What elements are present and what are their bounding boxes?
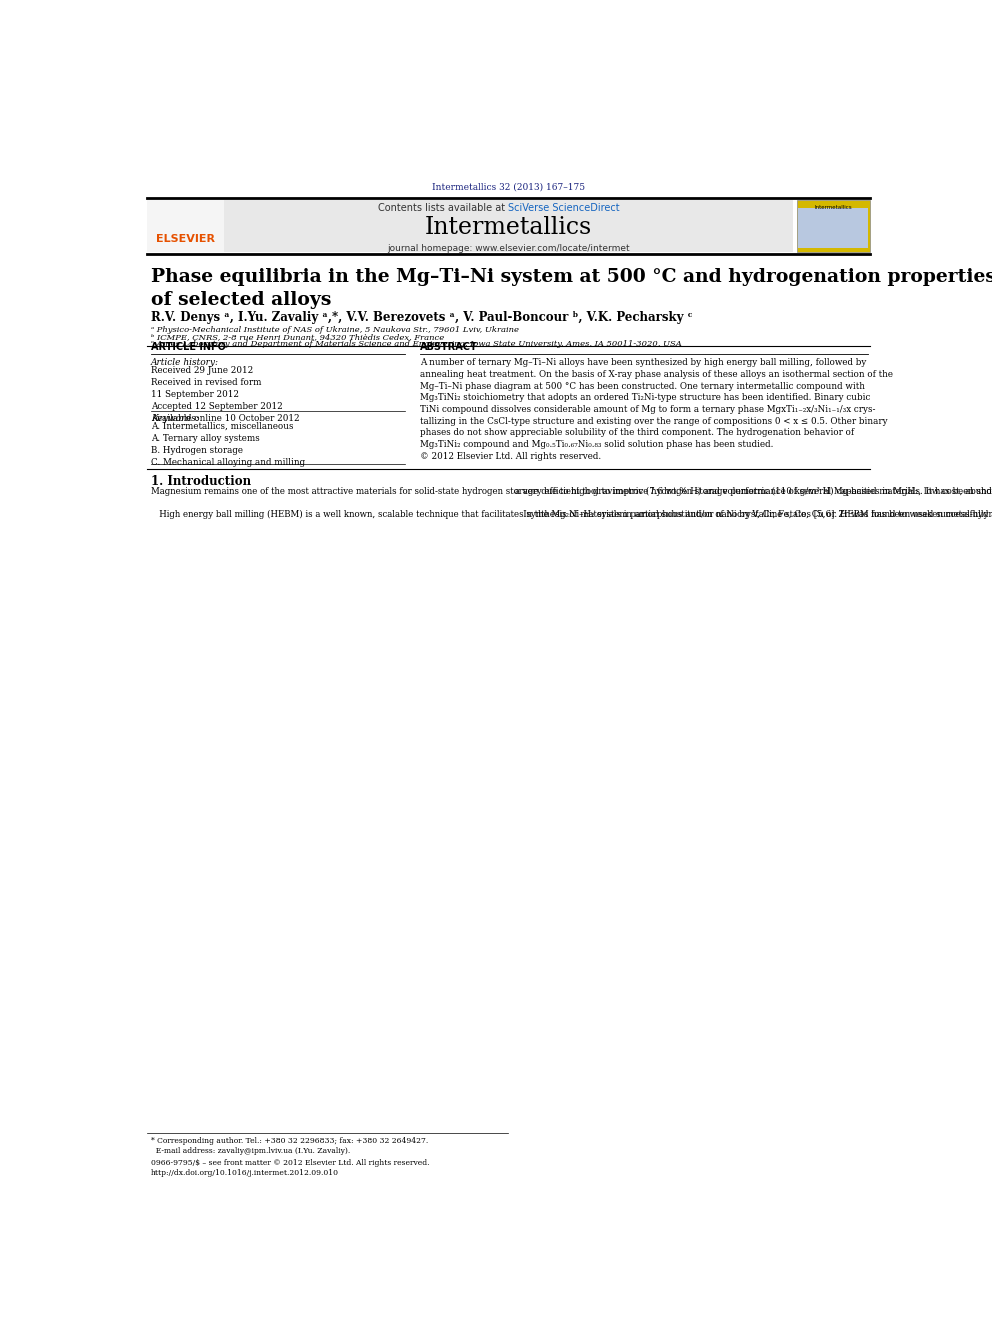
Text: Phase equilibria in the Mg–Ti–Ni system at 500 °C and hydrogenation properties
o: Phase equilibria in the Mg–Ti–Ni system … xyxy=(151,267,992,310)
Text: A. Intermetallics, miscellaneous
A. Ternary alloy systems
B. Hydrogen storage
C.: A. Intermetallics, miscellaneous A. Tern… xyxy=(151,422,305,467)
Bar xyxy=(224,200,793,253)
Text: Intermetallics: Intermetallics xyxy=(425,216,592,238)
Text: ELSEVIER: ELSEVIER xyxy=(156,234,215,245)
Text: Keywords:: Keywords: xyxy=(151,414,198,423)
Text: Intermetallics 32 (2013) 167–175: Intermetallics 32 (2013) 167–175 xyxy=(432,183,585,192)
Text: 1. Introduction: 1. Introduction xyxy=(151,475,251,488)
Text: 0966-9795/$ – see front matter © 2012 Elsevier Ltd. All rights reserved.
http://: 0966-9795/$ – see front matter © 2012 El… xyxy=(151,1159,430,1177)
Text: * Corresponding author. Tel.: +380 32 2296833; fax: +380 32 2649427.
  E-mail ad: * Corresponding author. Tel.: +380 32 22… xyxy=(151,1136,429,1155)
Text: Magnesium remains one of the most attractive materials for solid-state hydrogen : Magnesium remains one of the most attrac… xyxy=(151,487,992,520)
Text: Contents lists available at: Contents lists available at xyxy=(378,202,509,213)
Text: journal homepage: www.elsevier.com/locate/intermet: journal homepage: www.elsevier.com/locat… xyxy=(387,243,630,253)
Text: Article history:: Article history: xyxy=(151,359,219,368)
Text: ᶜ Ames Laboratory and Department of Materials Science and Engineering, Iowa Stat: ᶜ Ames Laboratory and Department of Mate… xyxy=(151,340,682,348)
Text: SciVerse ScienceDirect: SciVerse ScienceDirect xyxy=(509,202,620,213)
Text: ARTICLE INFO: ARTICLE INFO xyxy=(151,343,226,352)
Text: a very efficient tool to improve hydrogen storage performance of several Mg-base: a very efficient tool to improve hydroge… xyxy=(515,487,992,519)
Text: Intermetallics: Intermetallics xyxy=(814,205,852,210)
Bar xyxy=(799,208,868,249)
Text: ABSTRACT: ABSTRACT xyxy=(420,343,478,352)
Text: A number of ternary Mg–Ti–Ni alloys have been synthesized by high energy ball mi: A number of ternary Mg–Ti–Ni alloys have… xyxy=(420,359,893,460)
Text: R.V. Denys ᵃ, I.Yu. Zavaliy ᵃ,*, V.V. Berezovets ᵃ, V. Paul-Boncour ᵇ, V.K. Pech: R.V. Denys ᵃ, I.Yu. Zavaliy ᵃ,*, V.V. Be… xyxy=(151,311,692,324)
Text: ᵇ ICMPE, CNRS, 2-8 rue Henri Dunant, 94320 Thièdis Cedex, France: ᵇ ICMPE, CNRS, 2-8 rue Henri Dunant, 943… xyxy=(151,333,444,341)
Text: Received 29 June 2012
Received in revised form
11 September 2012
Accepted 12 Sep: Received 29 June 2012 Received in revise… xyxy=(151,365,300,423)
Text: ᵃ Physico-Mechanical Institute of NAS of Ukraine, 5 Naukova Str., 79601 Lviv, Uk: ᵃ Physico-Mechanical Institute of NAS of… xyxy=(151,325,519,333)
Bar xyxy=(147,200,224,253)
Bar xyxy=(797,200,870,253)
